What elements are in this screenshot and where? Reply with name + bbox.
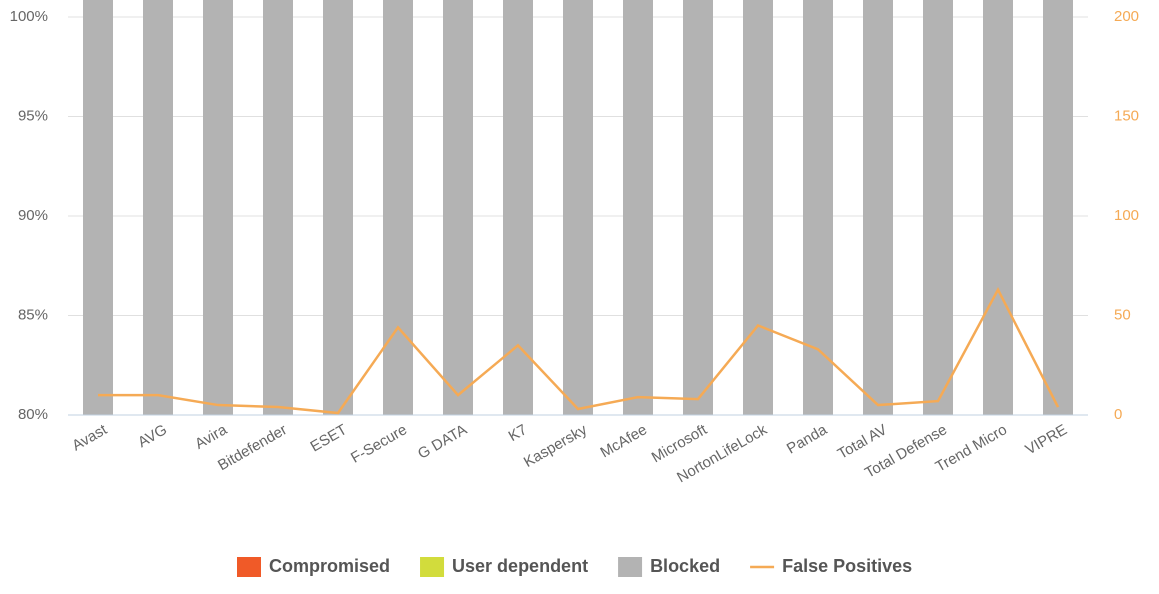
y2-tick-label: 0 — [1114, 406, 1122, 423]
x-tick-label: ESET — [308, 421, 350, 455]
x-tick-label: VIPRE — [1022, 421, 1069, 458]
bar-segment — [983, 0, 1013, 415]
x-tick-label: AVG — [135, 421, 170, 451]
x-tick-label: K7 — [506, 421, 530, 445]
x-tick-label: Avast — [69, 421, 110, 455]
bar-segment — [623, 0, 653, 415]
x-tick-label: Panda — [784, 421, 831, 458]
bar-segment — [383, 0, 413, 415]
y2-tick-label: 200 — [1114, 8, 1139, 25]
bar-segment — [803, 0, 833, 415]
line-series — [98, 286, 1060, 415]
y-tick-label: 95% — [18, 107, 48, 124]
y-tick-label: 100% — [10, 8, 48, 25]
legend-label: False Positives — [782, 556, 912, 576]
bar-segment — [863, 0, 893, 415]
bar-segment — [923, 0, 953, 415]
x-tick-label: G DATA — [415, 421, 470, 463]
y-tick-label: 85% — [18, 306, 48, 323]
bar-segment — [143, 0, 173, 415]
x-tick-label: Avira — [192, 421, 230, 453]
y-tick-label: 80% — [18, 406, 48, 423]
x-tick-label: Bitdefender — [215, 421, 290, 474]
bar-segment — [743, 0, 773, 415]
y2-tick-label: 150 — [1114, 107, 1139, 124]
y-tick-label: 90% — [18, 207, 48, 224]
y2-tick-label: 100 — [1114, 207, 1139, 224]
legend-label: User dependent — [452, 556, 588, 576]
x-tick-label: McAfee — [597, 421, 650, 461]
bar-segment — [203, 0, 233, 415]
y2-tick-label: 50 — [1114, 306, 1131, 323]
bar-segment — [83, 0, 113, 415]
x-tick-label: F-Secure — [348, 421, 410, 467]
legend-label: Blocked — [650, 556, 720, 576]
legend-swatch — [237, 557, 261, 577]
bar-segment — [443, 0, 473, 415]
bar-segment — [683, 0, 713, 415]
x-tick-label: Kaspersky — [521, 421, 591, 471]
bar-segment — [323, 0, 353, 415]
legend-swatch — [420, 557, 445, 577]
bar-segment — [1043, 0, 1073, 415]
legend-swatch — [618, 557, 643, 577]
bar-segment — [563, 0, 593, 415]
bar-segment — [263, 0, 293, 415]
legend-label: Compromised — [269, 556, 390, 576]
